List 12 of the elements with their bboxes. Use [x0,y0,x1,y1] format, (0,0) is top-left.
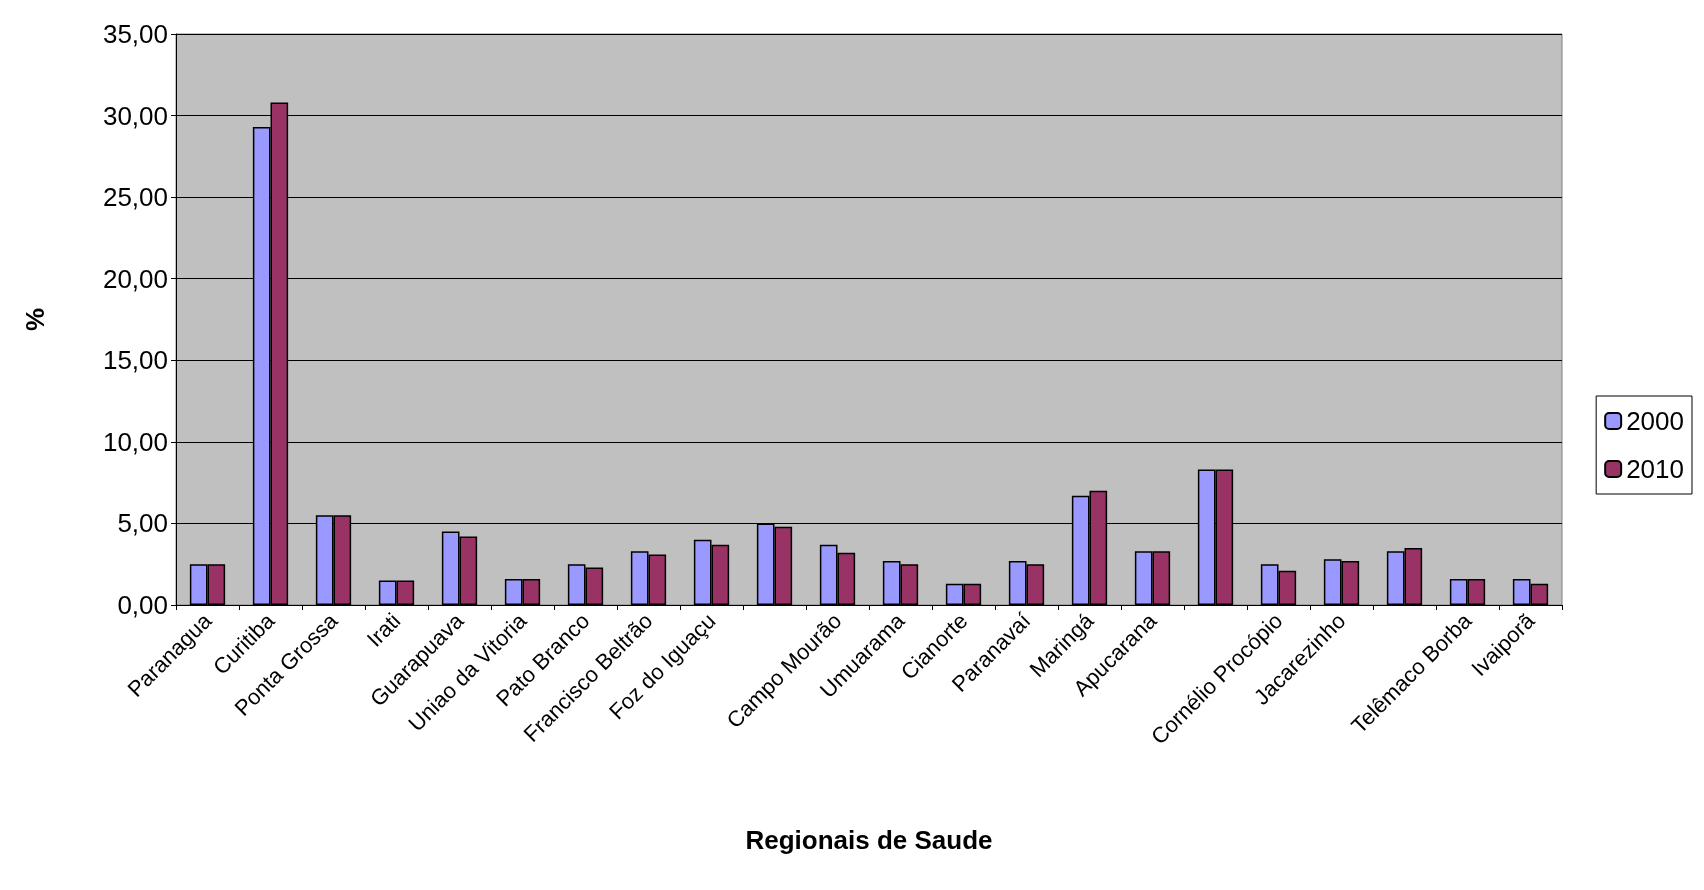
y-axis-title: % [20,307,50,332]
y-tick-label: 30,00 [102,100,168,131]
legend-label: 2010 [1626,454,1684,484]
x-axis-title: Regionais de Saude [745,825,993,855]
legend-label: 2000 [1626,406,1684,436]
y-tick-label: 25,00 [102,182,168,213]
y-tick-label: 5,00 [117,508,168,539]
y-tick-label: 0,00 [117,590,168,620]
y-tick-label: 20,00 [102,263,168,294]
y-tick-label: 10,00 [102,426,168,457]
y-tick-label: 35,00 [102,19,168,49]
y-tick-label: 15,00 [102,345,168,376]
